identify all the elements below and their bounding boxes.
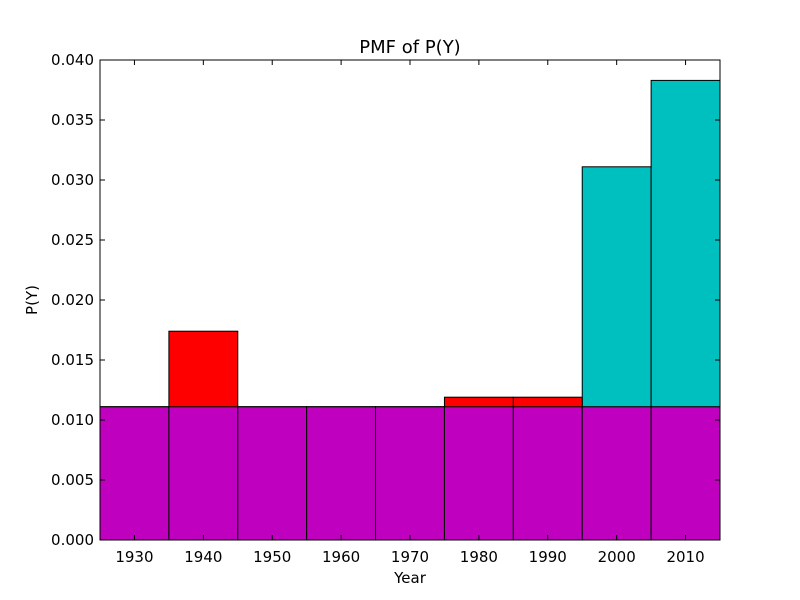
x-tick-label: 1950 [253, 548, 291, 566]
x-tick-label: 1960 [322, 548, 360, 566]
y-axis-label: P(Y) [23, 285, 41, 315]
bar-series3-1960 [306, 406, 377, 541]
x-tick-label: 1970 [391, 548, 429, 566]
bar-series3-1940 [168, 406, 239, 541]
x-tick-label: 1940 [184, 548, 222, 566]
x-tick-label: 2000 [598, 548, 636, 566]
bar-series3-1950 [237, 406, 308, 541]
y-tick-label: 0.010 [51, 411, 94, 429]
bar-series3-1980 [443, 406, 514, 541]
y-tick-label: 0.025 [51, 231, 94, 249]
x-tick-label: 1980 [460, 548, 498, 566]
y-tick-label: 0.040 [51, 51, 94, 69]
x-axis: 1930 1940 1950 1960 1970 1980 1990 2000 2010 [115, 60, 705, 566]
bar-series3-2010 [650, 406, 721, 541]
bar-series3-1930 [99, 406, 170, 541]
y-tick-label: 0.020 [51, 291, 94, 309]
chart-title: PMF of P(Y) [359, 37, 460, 58]
y-tick-label: 0.000 [51, 531, 94, 549]
y-tick-label: 0.005 [51, 471, 94, 489]
bar-series3-1990 [512, 406, 583, 541]
bars-group [99, 79, 721, 541]
x-tick-label: 1990 [529, 548, 567, 566]
y-tick-label: 0.015 [51, 351, 94, 369]
y-tick-label: 0.035 [51, 111, 94, 129]
x-tick-label: 2010 [666, 548, 704, 566]
x-axis-label: Year [393, 569, 427, 587]
y-axis: 0.000 0.005 0.010 0.015 0.020 0.025 0.030 0.035… [51, 51, 720, 549]
x-tick-label: 1930 [115, 548, 153, 566]
bar-series3-1970 [375, 406, 445, 541]
bar-series3-2000 [581, 406, 652, 541]
y-tick-label: 0.030 [51, 171, 94, 189]
